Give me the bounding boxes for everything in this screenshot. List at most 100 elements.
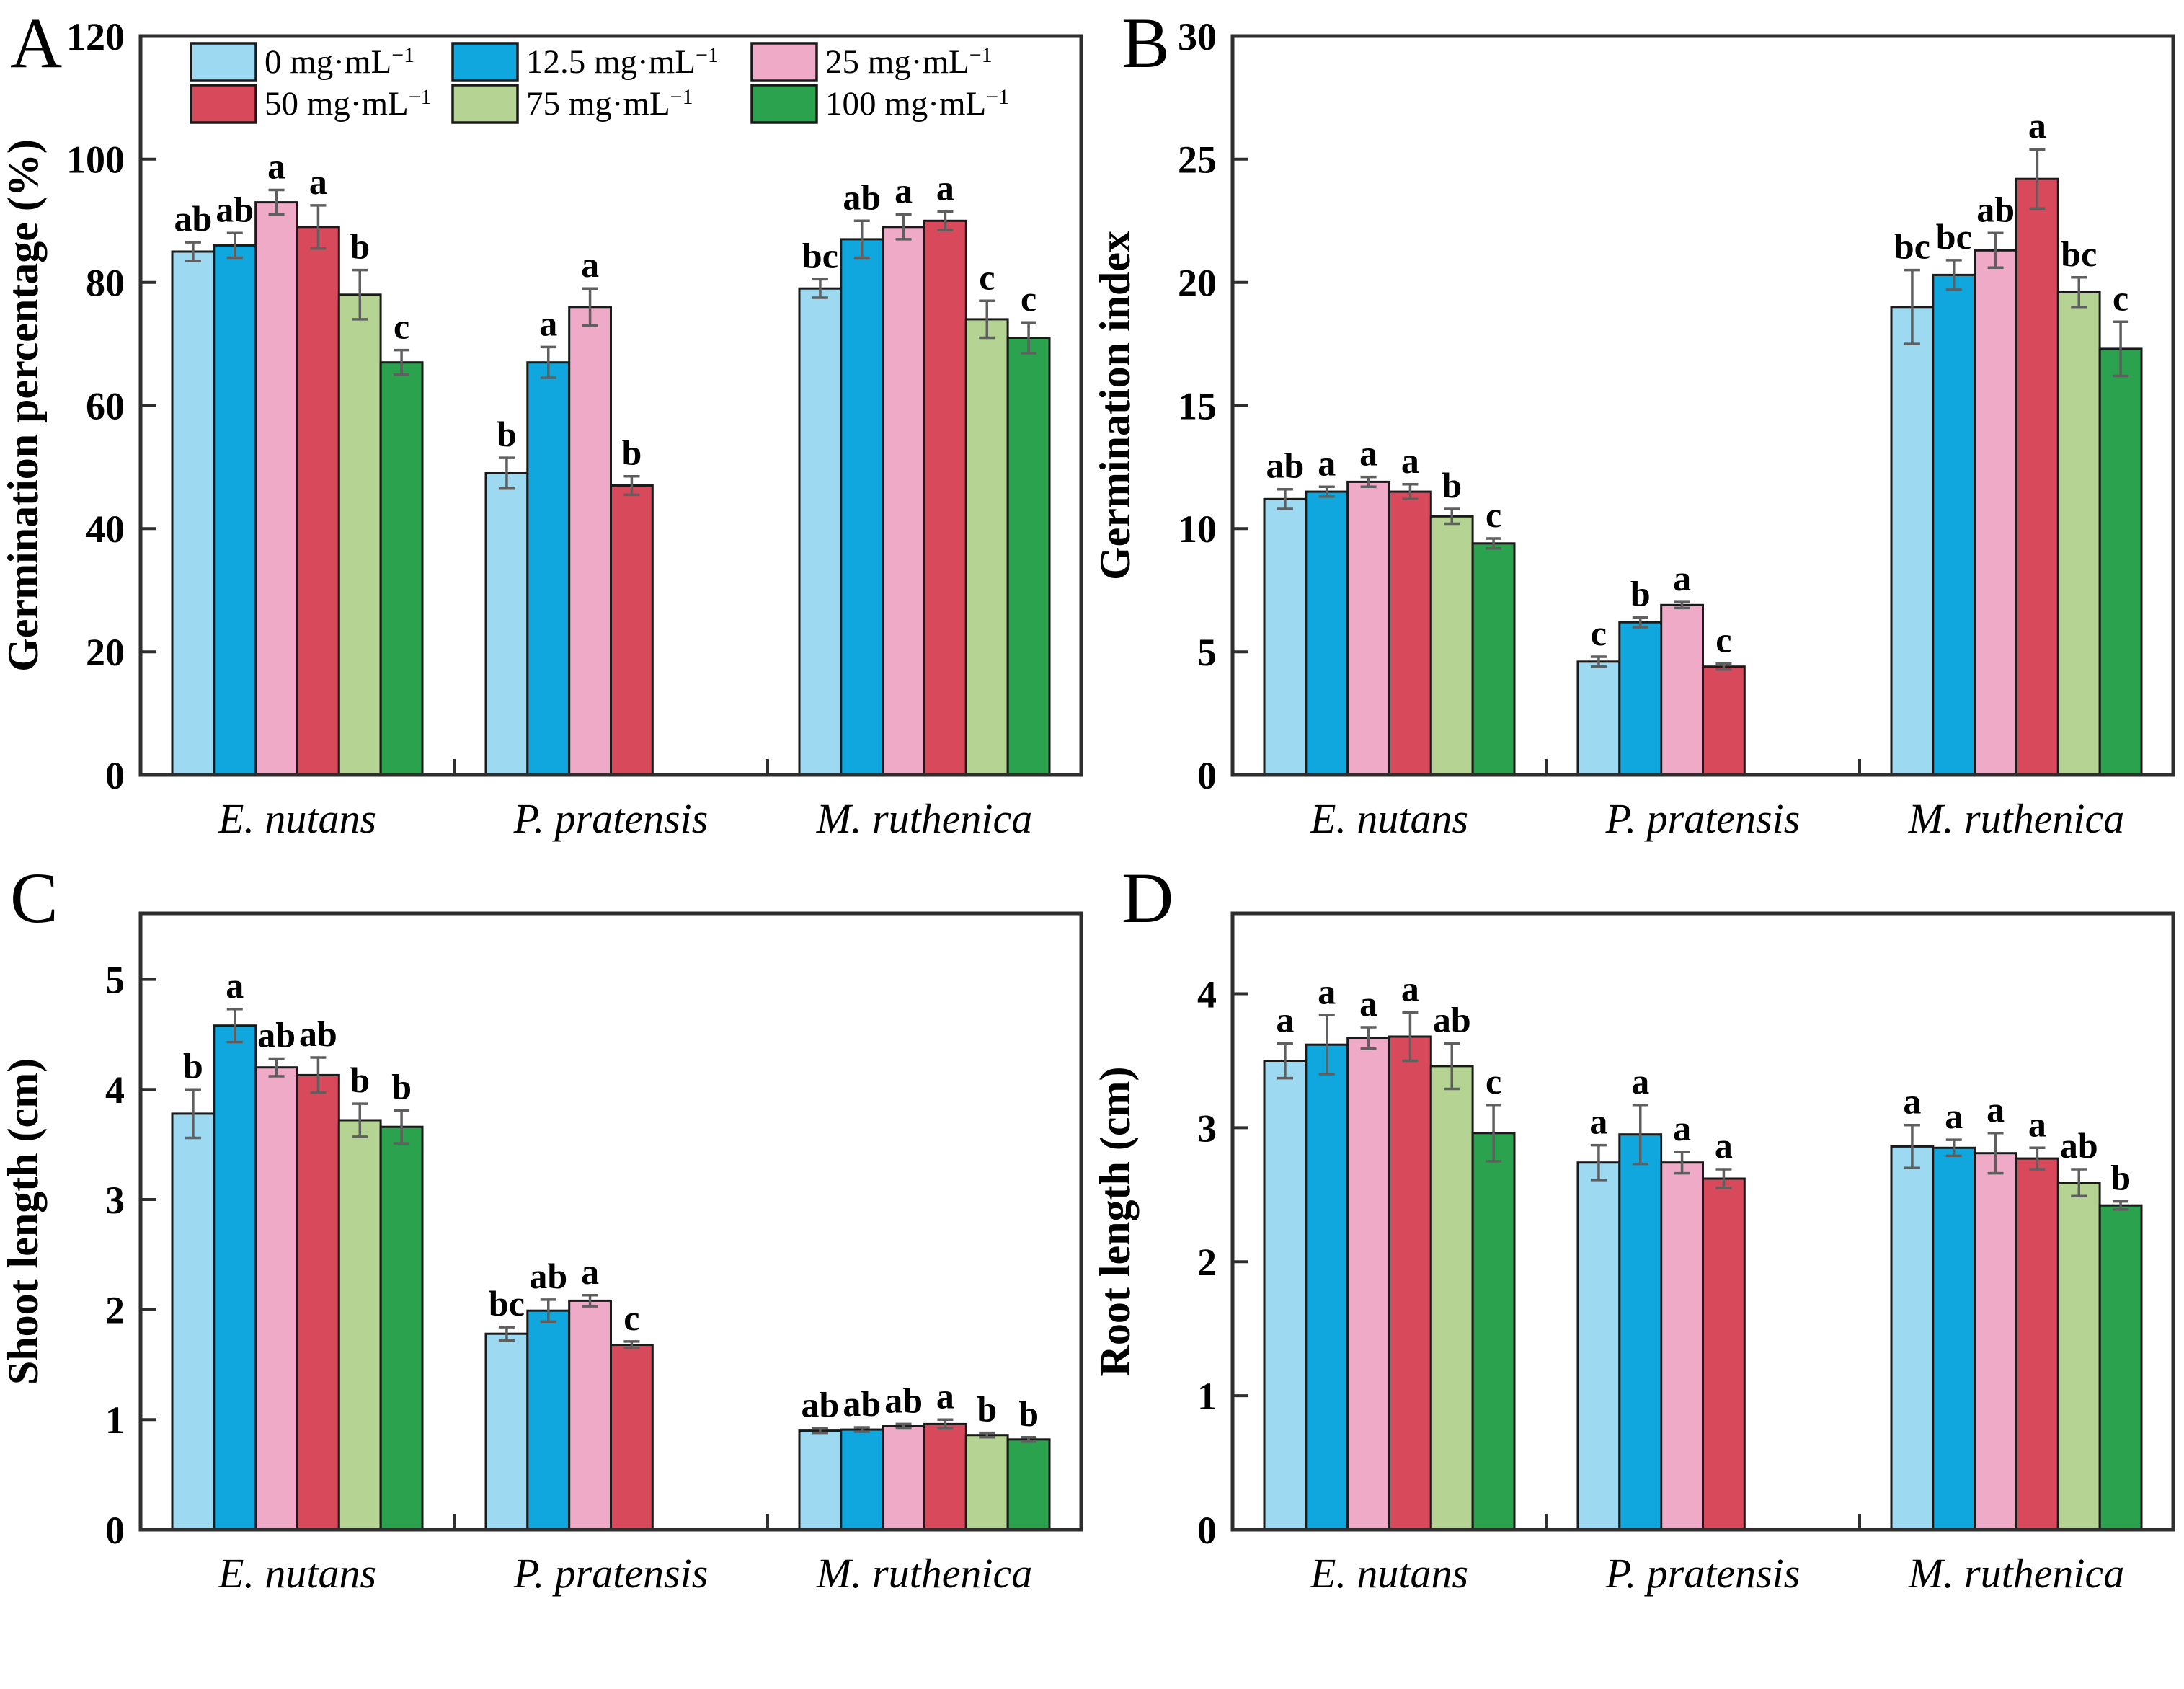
bar [1576, 660, 1621, 776]
y-tick-label: 5 [1197, 631, 1217, 674]
bar [2098, 1204, 2143, 1531]
sig-letter: a [1715, 1125, 1733, 1166]
bar [1890, 1145, 1935, 1531]
bar [296, 1073, 340, 1531]
sig-letter: a [1401, 969, 1419, 1009]
bar [1346, 480, 1391, 776]
panel-b-svg: abcbcabbcaaabacabbccc051015202530Germina… [1091, 15, 2175, 842]
panel-letter-a: A [10, 3, 63, 83]
sig-letter: b [621, 433, 642, 473]
sig-letter: ab [843, 1383, 881, 1424]
bar [1932, 273, 1976, 776]
bar [1576, 1161, 1621, 1531]
sig-letter: a [1589, 1101, 1607, 1142]
bar [1388, 490, 1432, 776]
bar [171, 250, 216, 776]
bar [213, 244, 257, 776]
sig-letter: ab [1433, 999, 1471, 1039]
panel-letter-b: B [1122, 3, 1170, 83]
sig-letter: a [2028, 1104, 2046, 1144]
bar [379, 1125, 424, 1531]
y-tick-label: 0 [105, 754, 125, 797]
sig-letter: bc [2061, 234, 2097, 274]
legend-swatch [750, 42, 818, 82]
y-tick-label: 4 [1197, 972, 1217, 1016]
sig-letter: a [1276, 999, 1294, 1039]
x-category-label: E. nutans [1310, 1550, 1468, 1597]
bar [484, 472, 529, 776]
sig-letter: ab [843, 177, 881, 217]
sig-letter: c [1486, 1061, 1501, 1101]
y-axis-title: Germination percentage (%) [0, 139, 47, 672]
sig-letter: bc [802, 235, 838, 275]
x-category-label: M. ruthenica [1908, 1550, 2125, 1597]
panel-c-shoot-length: b bc ab a ab ab ab a ab ab c a b b b b 0 1 2 3 4 5 Shoot lengt… [0, 845, 1092, 1689]
plot-frame [138, 911, 1083, 1532]
x-category-label: P. pratensis [1605, 795, 1801, 842]
sig-letter: ab [174, 198, 212, 239]
bar [337, 1119, 382, 1531]
bar [798, 1429, 843, 1531]
bar [1305, 490, 1349, 776]
legend-swatch [451, 84, 519, 124]
y-tick-label: 60 [86, 384, 125, 427]
plot-frame [1230, 34, 2175, 777]
sig-letter: a [1631, 1061, 1649, 1101]
sig-letter: ab [884, 1380, 923, 1420]
x-category-label: P. pratensis [513, 795, 709, 842]
x-category-label: M. ruthenica [1908, 795, 2125, 842]
bar [1429, 515, 1474, 776]
bar [1006, 337, 1051, 776]
legend-swatch [190, 84, 257, 124]
x-category-label: E. nutans [218, 1550, 376, 1597]
bar [1305, 1043, 1349, 1531]
sig-letter: c [623, 1298, 639, 1338]
sig-letter: b [977, 1389, 997, 1429]
bar [1974, 249, 2017, 776]
bar [254, 1066, 299, 1531]
x-category-label: P. pratensis [1605, 1550, 1801, 1597]
bar [568, 306, 613, 776]
bar [610, 1344, 654, 1531]
sig-letter: a [309, 161, 327, 202]
bar [840, 1428, 884, 1531]
bar [1660, 603, 1705, 776]
x-category-label: M. ruthenica [816, 795, 1033, 842]
bar [1618, 1133, 1663, 1531]
panel-letter-c: C [10, 858, 58, 938]
sig-letter: c [1715, 620, 1731, 660]
sig-letter: a [936, 167, 954, 208]
bar [1263, 497, 1308, 776]
sig-letter: bc [489, 1283, 525, 1324]
sig-letter: a [1318, 971, 1336, 1011]
x-category-label: E. nutans [218, 795, 376, 842]
y-tick-label: 10 [1178, 507, 1217, 551]
sig-letter: b [183, 1045, 203, 1086]
bar [1890, 306, 1935, 776]
bar [484, 1332, 529, 1531]
sig-letter: ab [257, 1015, 296, 1055]
y-tick-label: 5 [105, 959, 125, 1002]
legend-label: 100 mg·mL−1 [825, 85, 1009, 123]
sig-letter: b [391, 1066, 412, 1107]
bar [1660, 1161, 1705, 1531]
y-tick-label: 120 [66, 15, 125, 58]
legend-label: 75 mg·mL−1 [526, 85, 693, 123]
y-tick-label: 40 [86, 507, 125, 551]
sig-letter: a [1673, 1108, 1691, 1148]
bar [1006, 1438, 1051, 1531]
y-axis-title: Germination index [1092, 231, 1139, 580]
sig-letter: a [1318, 443, 1336, 483]
bar [337, 293, 382, 776]
bar [610, 484, 654, 776]
sig-letter: ab [2060, 1125, 2098, 1166]
bar [1974, 1152, 2017, 1531]
sig-letter: b [2110, 1158, 2131, 1198]
bar [1702, 665, 1746, 776]
sig-letter: a [2028, 105, 2046, 146]
sig-letter: b [1442, 465, 1462, 505]
bar [2098, 347, 2143, 776]
sig-letter: ab [216, 189, 254, 229]
